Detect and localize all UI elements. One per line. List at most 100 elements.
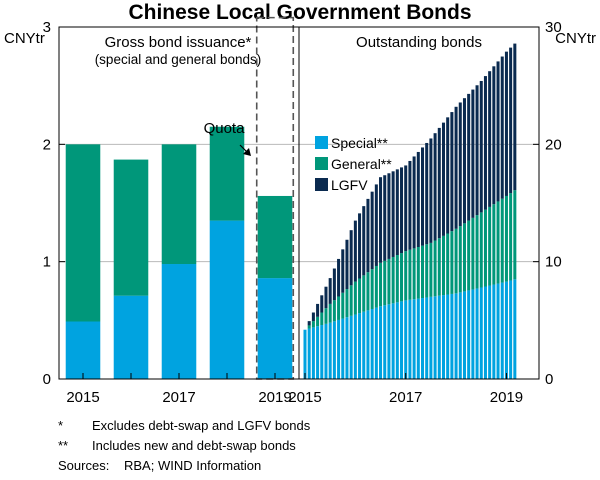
bar-general-month-2 — [311, 321, 315, 328]
bar-lgfv-month-25 — [408, 160, 412, 250]
bar-general-month-6 — [328, 303, 332, 323]
bar-special-2015 — [65, 321, 101, 379]
bar-general-month-11 — [349, 285, 353, 316]
bar-special-month-42 — [479, 287, 483, 379]
bar-special-month-14 — [362, 311, 366, 379]
bar-general-month-48 — [504, 195, 508, 282]
bar-lgfv-month-26 — [412, 156, 416, 249]
bar-lgfv-month-31 — [433, 133, 437, 241]
bar-lgfv-month-13 — [358, 213, 362, 279]
left-ytick-label: 1 — [43, 254, 51, 271]
bar-general-month-20 — [387, 258, 391, 305]
bar-special-month-49 — [509, 280, 513, 379]
bar-special-2017 — [161, 264, 197, 379]
bar-lgfv-month-29 — [425, 142, 429, 245]
bar-lgfv-month-5 — [324, 286, 328, 309]
chart-title: Chinese Local Government Bonds — [128, 1, 471, 24]
bar-lgfv-month-16 — [370, 191, 374, 270]
bar-special-month-27 — [416, 298, 420, 379]
bar-general-month-21 — [391, 256, 395, 304]
bar-special-month-22 — [395, 302, 399, 379]
bar-general-month-29 — [425, 244, 429, 298]
bar-special-month-41 — [475, 288, 479, 379]
bar-lgfv-month-6 — [328, 278, 332, 304]
outstanding-bars — [303, 43, 517, 379]
bar-special-month-17 — [374, 307, 378, 379]
bar-general-month-34 — [446, 233, 450, 295]
bar-lgfv-month-45 — [492, 66, 496, 205]
bar-general-month-27 — [416, 247, 420, 299]
bar-general-month-46 — [496, 201, 500, 284]
footnotes: * Excludes debt-swap and LGFV bonds ** I… — [58, 418, 311, 473]
bar-lgfv-month-33 — [441, 122, 446, 236]
footnote-1-text: Excludes debt-swap and LGFV bonds — [92, 418, 311, 433]
bar-general-month-4 — [320, 312, 324, 326]
bar-lgfv-month-27 — [416, 151, 420, 247]
bar-general-month-38 — [462, 223, 466, 292]
right-xtick-label-2015: 2015 — [288, 389, 321, 406]
bar-special-month-47 — [500, 282, 504, 379]
bar-special-month-43 — [483, 286, 487, 379]
bar-special-month-4 — [320, 325, 324, 379]
bar-general-month-43 — [483, 209, 487, 287]
bar-lgfv-month-10 — [345, 239, 349, 290]
bar-lgfv-month-39 — [467, 93, 471, 221]
bar-general-month-26 — [412, 248, 416, 300]
bar-special-month-32 — [437, 295, 441, 379]
bar-special-month-35 — [450, 293, 454, 379]
bar-special-month-29 — [425, 297, 429, 379]
bar-general-month-17 — [374, 265, 378, 308]
bar-special-month-3 — [316, 326, 320, 379]
bar-lgfv-month-32 — [437, 127, 441, 239]
bar-general-month-30 — [429, 242, 433, 297]
bar-lgfv-month-28 — [420, 147, 425, 246]
bar-lgfv-month-24 — [404, 165, 408, 252]
bar-special-month-39 — [467, 290, 471, 379]
bar-general-month-5 — [324, 308, 328, 324]
bar-special-month-23 — [400, 301, 404, 379]
bar-general-month-12 — [353, 281, 357, 315]
bar-general-month-3 — [316, 316, 320, 327]
bar-special-month-26 — [412, 299, 416, 379]
bar-general-month-23 — [400, 253, 404, 302]
bar-lgfv-month-12 — [353, 220, 357, 282]
left-axis-unit: CNYtr — [4, 30, 45, 47]
bar-lgfv-month-9 — [341, 249, 345, 293]
bar-general-2018 — [209, 126, 245, 221]
bar-special-month-10 — [345, 317, 349, 379]
bar-special-month-8 — [337, 319, 341, 379]
bar-special-month-21 — [391, 303, 395, 379]
footnote-1-marker: * — [58, 418, 63, 433]
bar-general-month-10 — [345, 289, 349, 318]
left-xtick-label-2015: 2015 — [66, 389, 99, 406]
bar-special-month-50 — [513, 279, 517, 379]
bar-general-month-50 — [513, 190, 517, 280]
bar-lgfv-month-19 — [383, 175, 387, 261]
right-xtick-label-2017: 2017 — [389, 389, 422, 406]
legend-swatch-special — [315, 136, 328, 149]
bar-general-month-42 — [479, 212, 483, 288]
bar-general-month-40 — [471, 217, 475, 290]
bar-general-month-45 — [492, 204, 496, 285]
footnote-2-marker: ** — [58, 438, 68, 453]
bar-special-month-31 — [433, 296, 437, 379]
bar-special-month-24 — [404, 300, 408, 379]
legend: Special** General** LGFV — [315, 135, 392, 193]
bar-special-month-36 — [454, 293, 458, 379]
bar-general-2016 — [113, 159, 149, 296]
legend-label-special: Special** — [331, 135, 388, 151]
bar-general-month-33 — [441, 235, 446, 296]
right-xtick-label-2019: 2019 — [490, 389, 523, 406]
right-ytick-label: 0 — [545, 371, 553, 388]
quota-label: Quota — [204, 120, 246, 137]
issuance-bars — [65, 126, 293, 379]
bar-special-2018 — [209, 220, 245, 379]
bar-lgfv-month-46 — [496, 61, 500, 202]
bar-special-2019 — [257, 278, 293, 379]
bar-special-month-16 — [370, 308, 374, 379]
bar-special-month-19 — [383, 305, 387, 379]
legend-label-general: General** — [331, 156, 392, 172]
left-panel-title: Gross bond issuance* — [105, 34, 252, 51]
bar-general-month-7 — [332, 300, 336, 322]
